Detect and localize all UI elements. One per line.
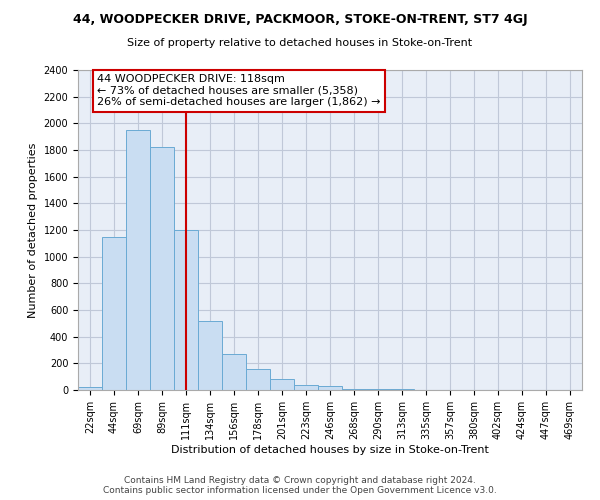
Bar (318, 386, 342, 390)
Bar (222, 354, 246, 390)
Bar (246, 370, 270, 390)
X-axis label: Distribution of detached houses by size in Stoke-on-Trent: Distribution of detached houses by size … (171, 444, 489, 454)
Text: 44, WOODPECKER DRIVE, PACKMOOR, STOKE-ON-TRENT, ST7 4GJ: 44, WOODPECKER DRIVE, PACKMOOR, STOKE-ON… (73, 12, 527, 26)
Bar (126, 130, 150, 390)
Bar (198, 320, 222, 390)
Bar (150, 146, 174, 390)
Y-axis label: Number of detached properties: Number of detached properties (28, 142, 38, 318)
Text: Size of property relative to detached houses in Stoke-on-Trent: Size of property relative to detached ho… (127, 38, 473, 48)
Bar (102, 236, 126, 390)
Bar (294, 386, 318, 390)
Text: 44 WOODPECKER DRIVE: 118sqm
← 73% of detached houses are smaller (5,358)
26% of : 44 WOODPECKER DRIVE: 118sqm ← 73% of det… (97, 74, 381, 107)
Text: Contains HM Land Registry data © Crown copyright and database right 2024.
Contai: Contains HM Land Registry data © Crown c… (103, 476, 497, 495)
Bar (174, 230, 198, 390)
Bar (270, 380, 294, 390)
Bar (78, 388, 102, 390)
